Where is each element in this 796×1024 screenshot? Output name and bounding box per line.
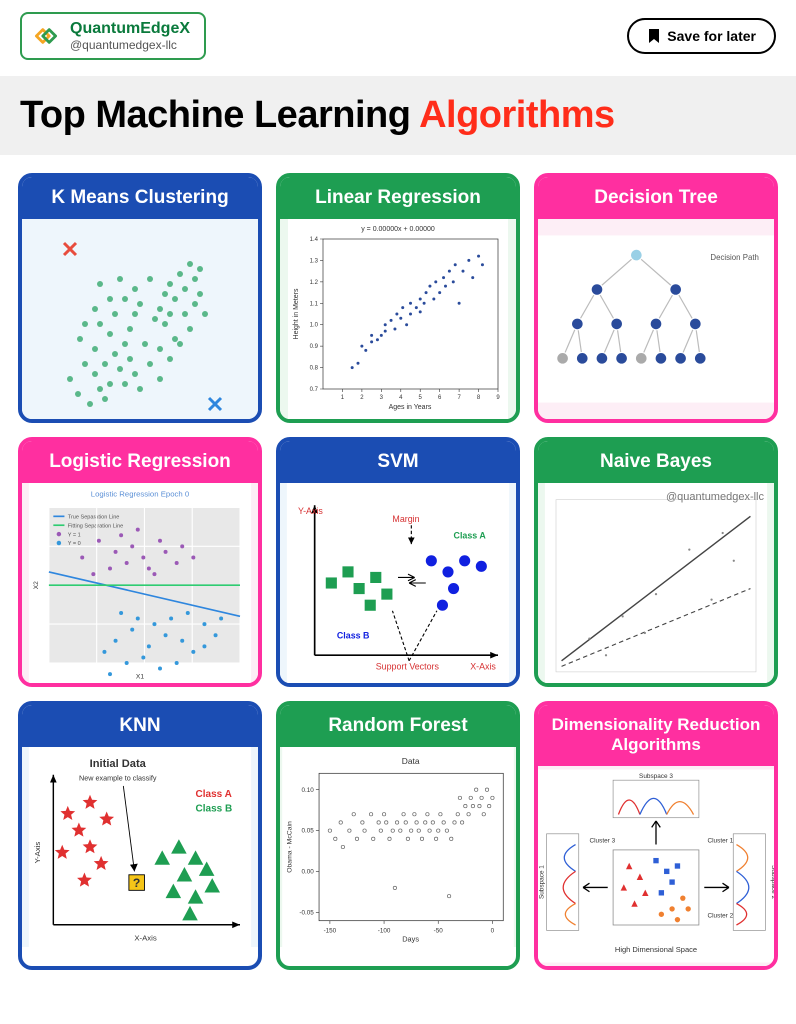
card-rforest: Random Forest Data -150 -100 -50 0 -0.05 0.00 0… xyxy=(276,701,520,970)
card-linreg: Linear Regression y = 0.00000x + 0.00000… xyxy=(276,173,520,423)
page-title: Top Machine Learning Algorithms xyxy=(20,94,776,137)
logo-icon xyxy=(30,20,62,52)
svg-text:-100: -100 xyxy=(378,927,391,934)
title-bar: Top Machine Learning Algorithms xyxy=(0,76,796,155)
svg-text:Ages in Years: Ages in Years xyxy=(389,404,432,411)
svg-text:1.0: 1.0 xyxy=(310,323,319,329)
svg-text:1.2: 1.2 xyxy=(310,280,319,286)
card-header: Random Forest xyxy=(280,705,516,747)
card-kmeans: K Means Clustering xyxy=(18,173,262,423)
svg-text:Data: Data xyxy=(402,756,420,766)
save-button-label: Save for later xyxy=(667,28,756,44)
card-header: Decision Tree xyxy=(538,177,774,219)
brand-name: QuantumEdgeX xyxy=(70,20,190,38)
svg-text:X-Axis: X-Axis xyxy=(134,933,157,942)
save-for-later-button[interactable]: Save for later xyxy=(627,18,776,54)
nbayes-chart xyxy=(538,483,774,683)
svg-text:?: ? xyxy=(133,876,140,890)
header: QuantumEdgeX @quantumedgex-llc Save for … xyxy=(0,0,796,72)
svg-text:Support Vectors: Support Vectors xyxy=(376,662,440,672)
svg-text:0.10: 0.10 xyxy=(302,787,315,794)
card-header: SVM xyxy=(280,441,516,483)
card-body: Y-Axis X-Axis Initial Data New example to c… xyxy=(22,747,258,947)
svg-text:X-Axis: X-Axis xyxy=(470,662,496,672)
svg-text:-50: -50 xyxy=(434,927,444,934)
svg-text:Subspace 3: Subspace 3 xyxy=(639,773,673,780)
svg-text:1.1: 1.1 xyxy=(310,301,319,307)
svg-text:0: 0 xyxy=(491,927,495,934)
svg-text:0.8: 0.8 xyxy=(310,366,319,372)
svg-text:X1: X1 xyxy=(136,674,144,681)
svg-text:New example to classify: New example to classify xyxy=(79,773,157,782)
brand-handle: @quantumedgex-llc xyxy=(70,38,190,52)
dtree-chart: Decision Path xyxy=(538,219,774,419)
bookmark-icon xyxy=(647,28,661,44)
rforest-chart: Data -150 -100 -50 0 -0.05 0.00 0.05 0.10 Days Oba… xyxy=(280,747,516,947)
card-body: @quantumedgex-llc xyxy=(538,483,774,683)
svg-text:Subspace 1: Subspace 1 xyxy=(538,864,545,898)
card-dimred: Dimensionality Reduction Algorithms High… xyxy=(534,701,778,970)
svg-text:0.9: 0.9 xyxy=(310,344,319,350)
handle-overlay: @quantumedgex-llc xyxy=(666,491,764,503)
svg-text:True Separation Line: True Separation Line xyxy=(68,515,120,521)
svg-text:0.05: 0.05 xyxy=(302,828,315,835)
svg-text:Decision Path: Decision Path xyxy=(710,253,759,262)
card-body: Data -150 -100 -50 0 -0.05 0.00 0.05 0.10 Days Oba… xyxy=(280,747,516,947)
svg-text:Initial Data: Initial Data xyxy=(90,758,147,770)
svg-text:Cluster 2: Cluster 2 xyxy=(707,912,733,919)
svg-text:Subspace 2: Subspace 2 xyxy=(770,865,774,899)
svg-text:Cluster 1: Cluster 1 xyxy=(707,837,733,844)
svg-text:Y-Axis: Y-Axis xyxy=(298,506,323,516)
card-svm: SVM Y-Axis X-Axis Margin Class A Class B Supp… xyxy=(276,437,520,687)
svg-text:Fitting Separation Line: Fitting Separation Line xyxy=(68,523,124,529)
card-body: y = 0.00000x + 0.000001234567890.70.80.9… xyxy=(280,219,516,419)
svg-text:Y-Axis: Y-Axis xyxy=(33,842,42,864)
svg-text:Logistic Regression Epoch 0: Logistic Regression Epoch 0 xyxy=(91,489,190,498)
svg-text:Cluster 3: Cluster 3 xyxy=(589,837,615,844)
card-body: Decision Path xyxy=(538,219,774,419)
card-header: Linear Regression xyxy=(280,177,516,219)
svg-text:High Dimensional Space: High Dimensional Space xyxy=(615,945,697,954)
brand-badge: QuantumEdgeX @quantumedgex-llc xyxy=(20,12,206,60)
knn-chart: Y-Axis X-Axis Initial Data New example to c… xyxy=(22,747,258,947)
svm-chart: Y-Axis X-Axis Margin Class A Class B Support … xyxy=(280,483,516,683)
svg-text:Height in Meters: Height in Meters xyxy=(293,288,300,339)
card-header: KNN xyxy=(22,705,258,747)
svg-text:Class A: Class A xyxy=(454,531,487,541)
title-prefix: Top Machine Learning xyxy=(20,94,419,136)
svg-text:y = 0.00000x + 0.00000: y = 0.00000x + 0.00000 xyxy=(361,226,435,233)
svg-text:Margin: Margin xyxy=(392,514,419,524)
card-logreg: Logistic Regression Logistic Regression … xyxy=(18,437,262,687)
card-dtree: Decision Tree Decision Path xyxy=(534,173,778,423)
title-accent: Algorithms xyxy=(419,94,615,136)
card-knn: KNN Y-Axis X-Axis Initial Data New example … xyxy=(18,701,262,970)
card-header: K Means Clustering xyxy=(22,177,258,219)
svg-text:0.7: 0.7 xyxy=(310,387,319,393)
svg-text:Obama - McCain: Obama - McCain xyxy=(287,821,294,873)
card-body: Y-Axis X-Axis Margin Class A Class B Support … xyxy=(280,483,516,683)
svg-text:1.4: 1.4 xyxy=(310,237,319,243)
kmeans-chart xyxy=(22,219,258,419)
svg-text:0.00: 0.00 xyxy=(302,869,315,876)
svg-text:1.3: 1.3 xyxy=(310,258,319,264)
svg-text:-0.05: -0.05 xyxy=(299,910,314,917)
svg-text:-150: -150 xyxy=(324,927,337,934)
svg-text:Class B: Class B xyxy=(337,631,370,641)
card-header: Naive Bayes xyxy=(538,441,774,483)
logreg-chart: Logistic Regression Epoch 0 True Separati… xyxy=(22,483,258,683)
card-body: Logistic Regression Epoch 0 True Separati… xyxy=(22,483,258,683)
card-header: Logistic Regression xyxy=(22,441,258,483)
linreg-chart: y = 0.00000x + 0.000001234567890.70.80.9… xyxy=(280,219,516,419)
svg-text:Days: Days xyxy=(402,935,419,944)
svg-text:X2: X2 xyxy=(33,581,40,589)
dimred-chart: High Dimensional Space Subspace 3 Subspace… xyxy=(538,766,774,966)
algorithm-grid: K Means Clustering Linear Regression y =… xyxy=(0,155,796,988)
card-body xyxy=(22,219,258,419)
card-header: Dimensionality Reduction Algorithms xyxy=(538,705,774,766)
card-body: High Dimensional Space Subspace 3 Subspace… xyxy=(538,766,774,966)
svg-text:Class A: Class A xyxy=(196,789,232,800)
card-nbayes: Naive Bayes @quantumedgex-llc xyxy=(534,437,778,687)
svg-text:Y = 1: Y = 1 xyxy=(68,532,81,538)
svg-text:Class B: Class B xyxy=(196,803,233,814)
